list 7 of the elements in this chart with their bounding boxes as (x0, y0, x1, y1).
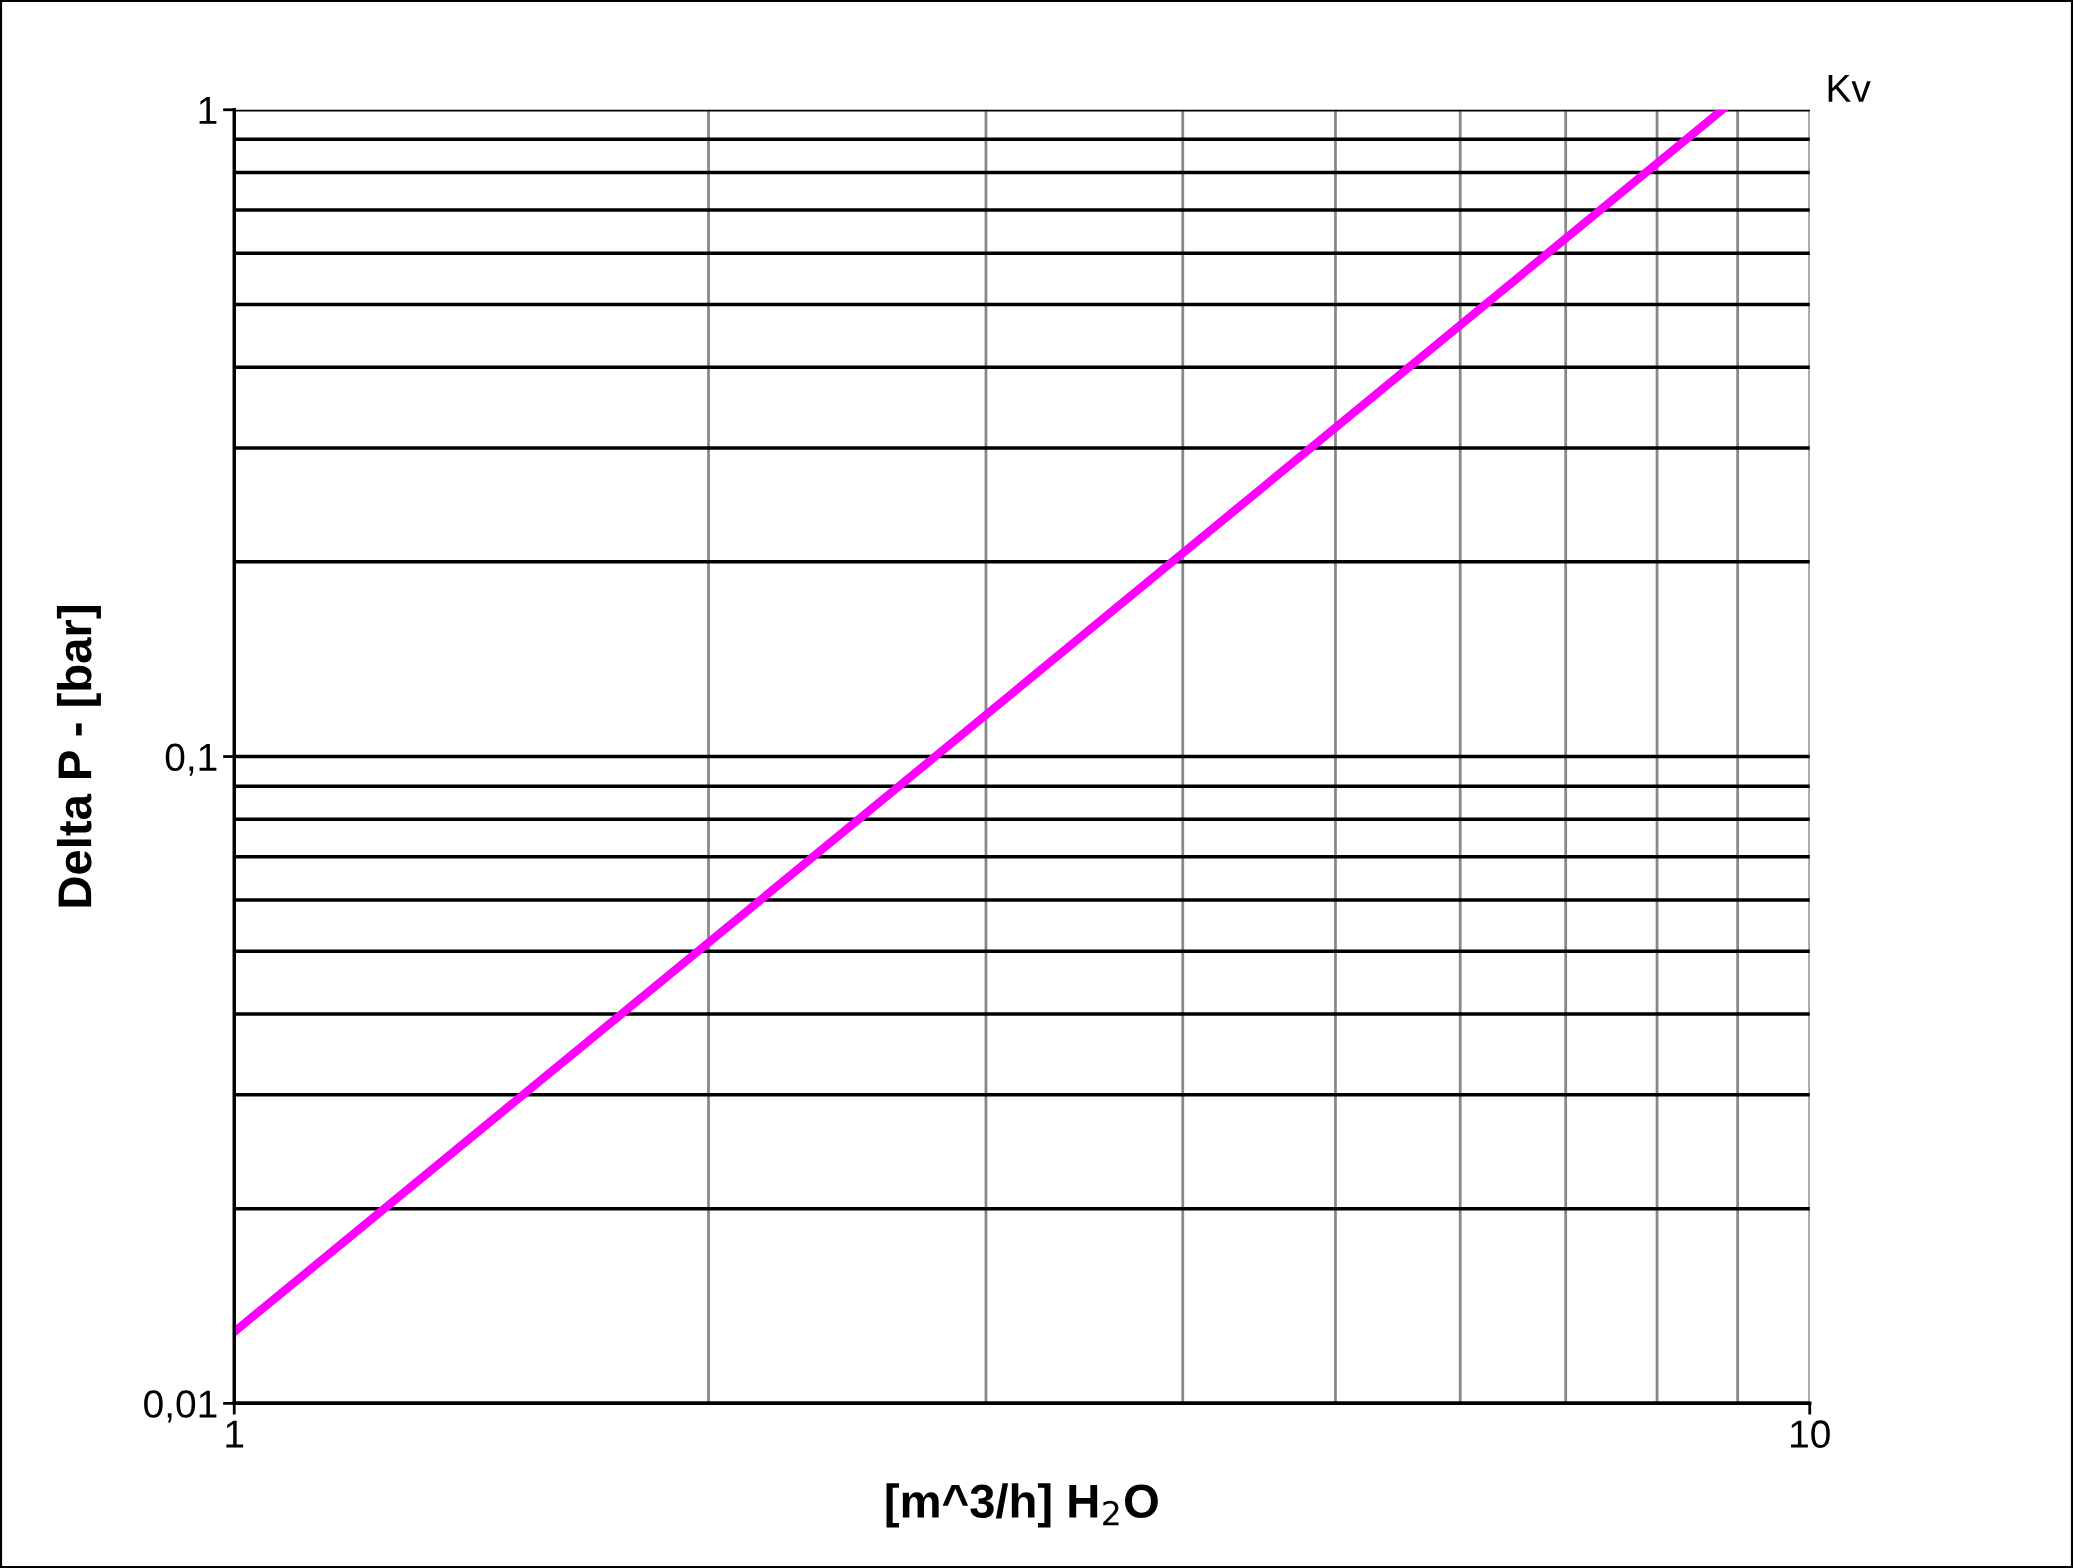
y-tick-label: 0,01 (144, 1390, 217, 1423)
text: Kv (1828, 74, 1871, 102)
y-axis-title: Delta P - [bar] (56, 606, 101, 907)
y-tick-label: 0,1 (165, 743, 217, 776)
y-tick-label: 1 (199, 97, 217, 124)
x-axis-title: [m^3/h] H$_{2}$O (886, 1483, 1158, 1528)
x-tick-label: 10 (1791, 1420, 1830, 1448)
